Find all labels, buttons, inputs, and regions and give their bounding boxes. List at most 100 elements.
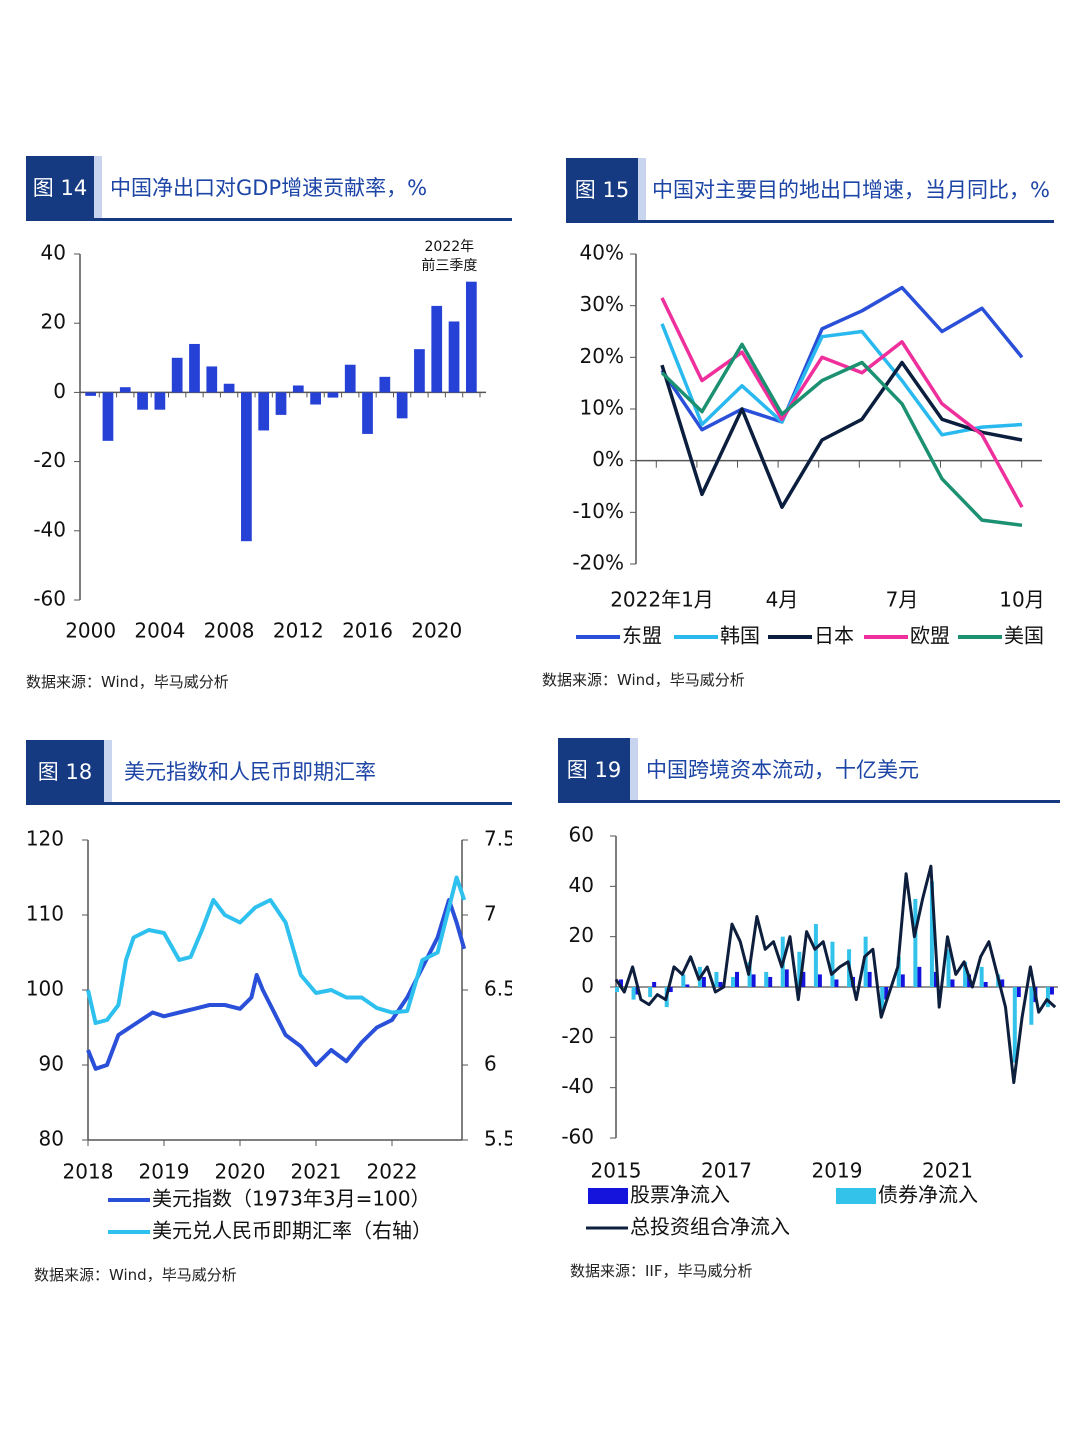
bar-equity — [652, 981, 657, 987]
series-line-3 — [660, 360, 1023, 509]
panel-net-exports: 图 14 中国净出口对GDP增速贡献率，% 40 20 0 -20 -40 -60 2000… — [26, 156, 512, 696]
chart-usd-index-cny: 120 110 100 90 80 7.5 7 6.5 6 5.5 2018 2019 2020 2021… — [26, 827, 512, 1243]
figure-title: 中国对主要目的地出口增速，当月同比，% — [652, 178, 1050, 202]
series-line-5 — [660, 342, 1023, 528]
bar-equity — [817, 974, 822, 987]
y-tick-label-right: 7.5 — [484, 827, 512, 851]
bar-bond — [1012, 987, 1017, 1063]
series-line-total — [614, 864, 1057, 1085]
x-tick-label: 2012 — [273, 619, 324, 643]
bar-bond — [714, 971, 719, 987]
y-tick-label: 0% — [592, 447, 624, 471]
bar-bond — [979, 966, 984, 987]
bar-2008 — [223, 383, 235, 393]
bar-2004 — [154, 392, 166, 410]
y-tick-label-right: 6 — [484, 1052, 497, 1076]
y-tick-label: 10% — [580, 396, 624, 420]
y-tick-label: -20 — [33, 448, 66, 472]
bar-2018 — [396, 392, 408, 419]
figure-title: 中国跨境资本流动，十亿美元 — [646, 758, 919, 782]
source-note: 数据来源：Wind，毕马威分析 — [542, 671, 745, 689]
y-tick-label: -20% — [572, 551, 624, 575]
bar-bond — [863, 936, 868, 987]
bar-2001 — [102, 392, 114, 441]
figure-title: 中国净出口对GDP增速贡献率，% — [110, 176, 428, 200]
bar-2005 — [171, 357, 183, 393]
bar-2019 — [414, 349, 425, 393]
x-tick-label: 2016 — [342, 619, 393, 643]
bar-bond — [913, 898, 918, 987]
figure-tag: 图 19 — [558, 738, 638, 800]
bar-bond — [631, 987, 636, 1000]
bar-2000 — [85, 392, 97, 396]
source-note: 数据来源：Wind，毕马威分析 — [34, 1266, 237, 1284]
bar-bond — [929, 881, 934, 987]
x-tick-label: 2000 — [65, 619, 116, 643]
y-tick-label: -60 — [33, 587, 66, 611]
y-tick-label: 40 — [41, 241, 66, 265]
y-tick-label: 20 — [569, 923, 594, 947]
legend-label-1: 东盟 — [622, 624, 662, 648]
y-tick-label: -40 — [561, 1074, 594, 1098]
y-tick-label-left: 80 — [39, 1127, 64, 1151]
bar-bond — [797, 951, 802, 987]
bar-2022 — [465, 281, 477, 393]
bar-2006 — [189, 343, 200, 393]
bar-2016 — [362, 392, 373, 434]
bar-2011 — [275, 392, 287, 415]
y-tick-label: -60 — [561, 1125, 594, 1149]
source-note: 数据来源：Wind，毕马威分析 — [26, 673, 229, 691]
bar-equity — [701, 976, 706, 987]
bar-equity — [668, 987, 673, 993]
y-tick-label-left: 120 — [26, 827, 64, 851]
x-tick-label: 2021 — [291, 1160, 342, 1184]
y-tick-label: 0 — [581, 974, 594, 998]
bar-equity — [933, 971, 938, 987]
legend-swatch-1 — [588, 1188, 628, 1204]
bar-equity — [1000, 979, 1005, 987]
bar-equity — [1016, 987, 1021, 998]
annotation-line-2: 前三季度 — [421, 257, 477, 274]
bar-equity — [735, 971, 740, 987]
y-tick-label: 40 — [569, 873, 594, 897]
bar-bond — [880, 987, 885, 1013]
bar-equity — [718, 981, 723, 987]
legend-label-1: 美元指数（1973年3月=100） — [152, 1187, 431, 1211]
y-tick-label: -40 — [33, 517, 66, 541]
bar-equity — [619, 979, 623, 987]
legend-label-2: 美元兑人民币即期汇率（右轴） — [152, 1219, 432, 1243]
bar-2015 — [344, 364, 356, 393]
bar-2013 — [310, 392, 321, 405]
panel-header: 图 19 中国跨境资本流动，十亿美元 — [558, 738, 1060, 804]
figure-tag: 图 15 — [566, 158, 646, 220]
bar-bond — [1045, 987, 1050, 1008]
panel-usd-cny: 图 18 美元指数和人民币即期汇率 120 110 100 90 80 7.5 7 6.5 6 5… — [26, 740, 512, 1300]
legend-label-2: 韩国 — [720, 624, 760, 648]
bar-equity — [801, 971, 806, 987]
panel-capital-flows: 图 19 中国跨境资本流动，十亿美元 60 40 20 0 -20 -40 -60 2015 2… — [558, 738, 1060, 1298]
y-tick-label-left: 90 — [39, 1052, 64, 1076]
bar-bond — [731, 976, 736, 987]
series-line-2 — [86, 875, 467, 1025]
y-tick-label-left: 110 — [26, 902, 64, 926]
legend-label-2: 债券净流入 — [878, 1183, 978, 1207]
x-tick-label: 2022年1月 — [610, 588, 714, 612]
panel-exports-by-destination: 图 15 中国对主要目的地出口增速，当月同比，% 40% 30% 20% 10% 0% -… — [542, 158, 1054, 696]
legend-label-5: 美国 — [1004, 624, 1044, 648]
bar-equity — [884, 987, 889, 1000]
series-line-1 — [86, 898, 467, 1071]
bar-2020 — [431, 305, 443, 393]
chart-capital-flows: 60 40 20 0 -20 -40 -60 2015 2017 2019 2021 股票净流入 债券净… — [561, 823, 1058, 1239]
bar-bond — [681, 974, 686, 987]
y-tick-label: 0 — [53, 379, 66, 403]
bar-2003 — [137, 392, 148, 410]
x-tick-label: 2015 — [591, 1159, 642, 1183]
header-rule — [558, 800, 1060, 803]
bar-2017 — [379, 376, 391, 393]
bar-2002 — [119, 387, 131, 393]
y-tick-label-right: 6.5 — [484, 977, 512, 1001]
annotation-line-1: 2022年 — [425, 239, 475, 255]
bar-bond — [764, 971, 769, 987]
bar-bond — [830, 941, 835, 987]
